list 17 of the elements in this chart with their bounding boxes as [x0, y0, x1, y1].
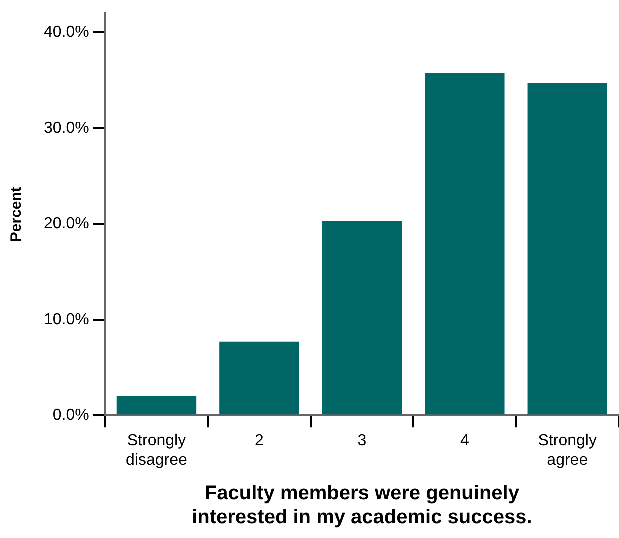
bar: [116, 396, 197, 415]
x-axis-title: Faculty members were genuinely interested in my academic success.: [192, 482, 532, 529]
bar: [528, 83, 608, 415]
bar: [322, 221, 402, 415]
y-tick-label: 30.0%: [44, 120, 90, 137]
y-tick-label: 40.0%: [44, 24, 90, 42]
x-tick-label: Strongly disagree: [126, 432, 188, 469]
x-tick-label: 3: [358, 432, 367, 450]
y-tick-label: 0.0%: [52, 407, 90, 424]
x-tick-label: 2: [255, 432, 264, 450]
x-tick-label: Strongly agree: [538, 432, 597, 469]
bar: [220, 342, 300, 415]
x-tick-label: 4: [460, 432, 470, 450]
y-tick-label: 20.0%: [44, 216, 90, 233]
bar: [425, 72, 505, 415]
y-axis-title: Percent: [8, 187, 26, 242]
y-tick-label: 10.0%: [44, 311, 90, 328]
